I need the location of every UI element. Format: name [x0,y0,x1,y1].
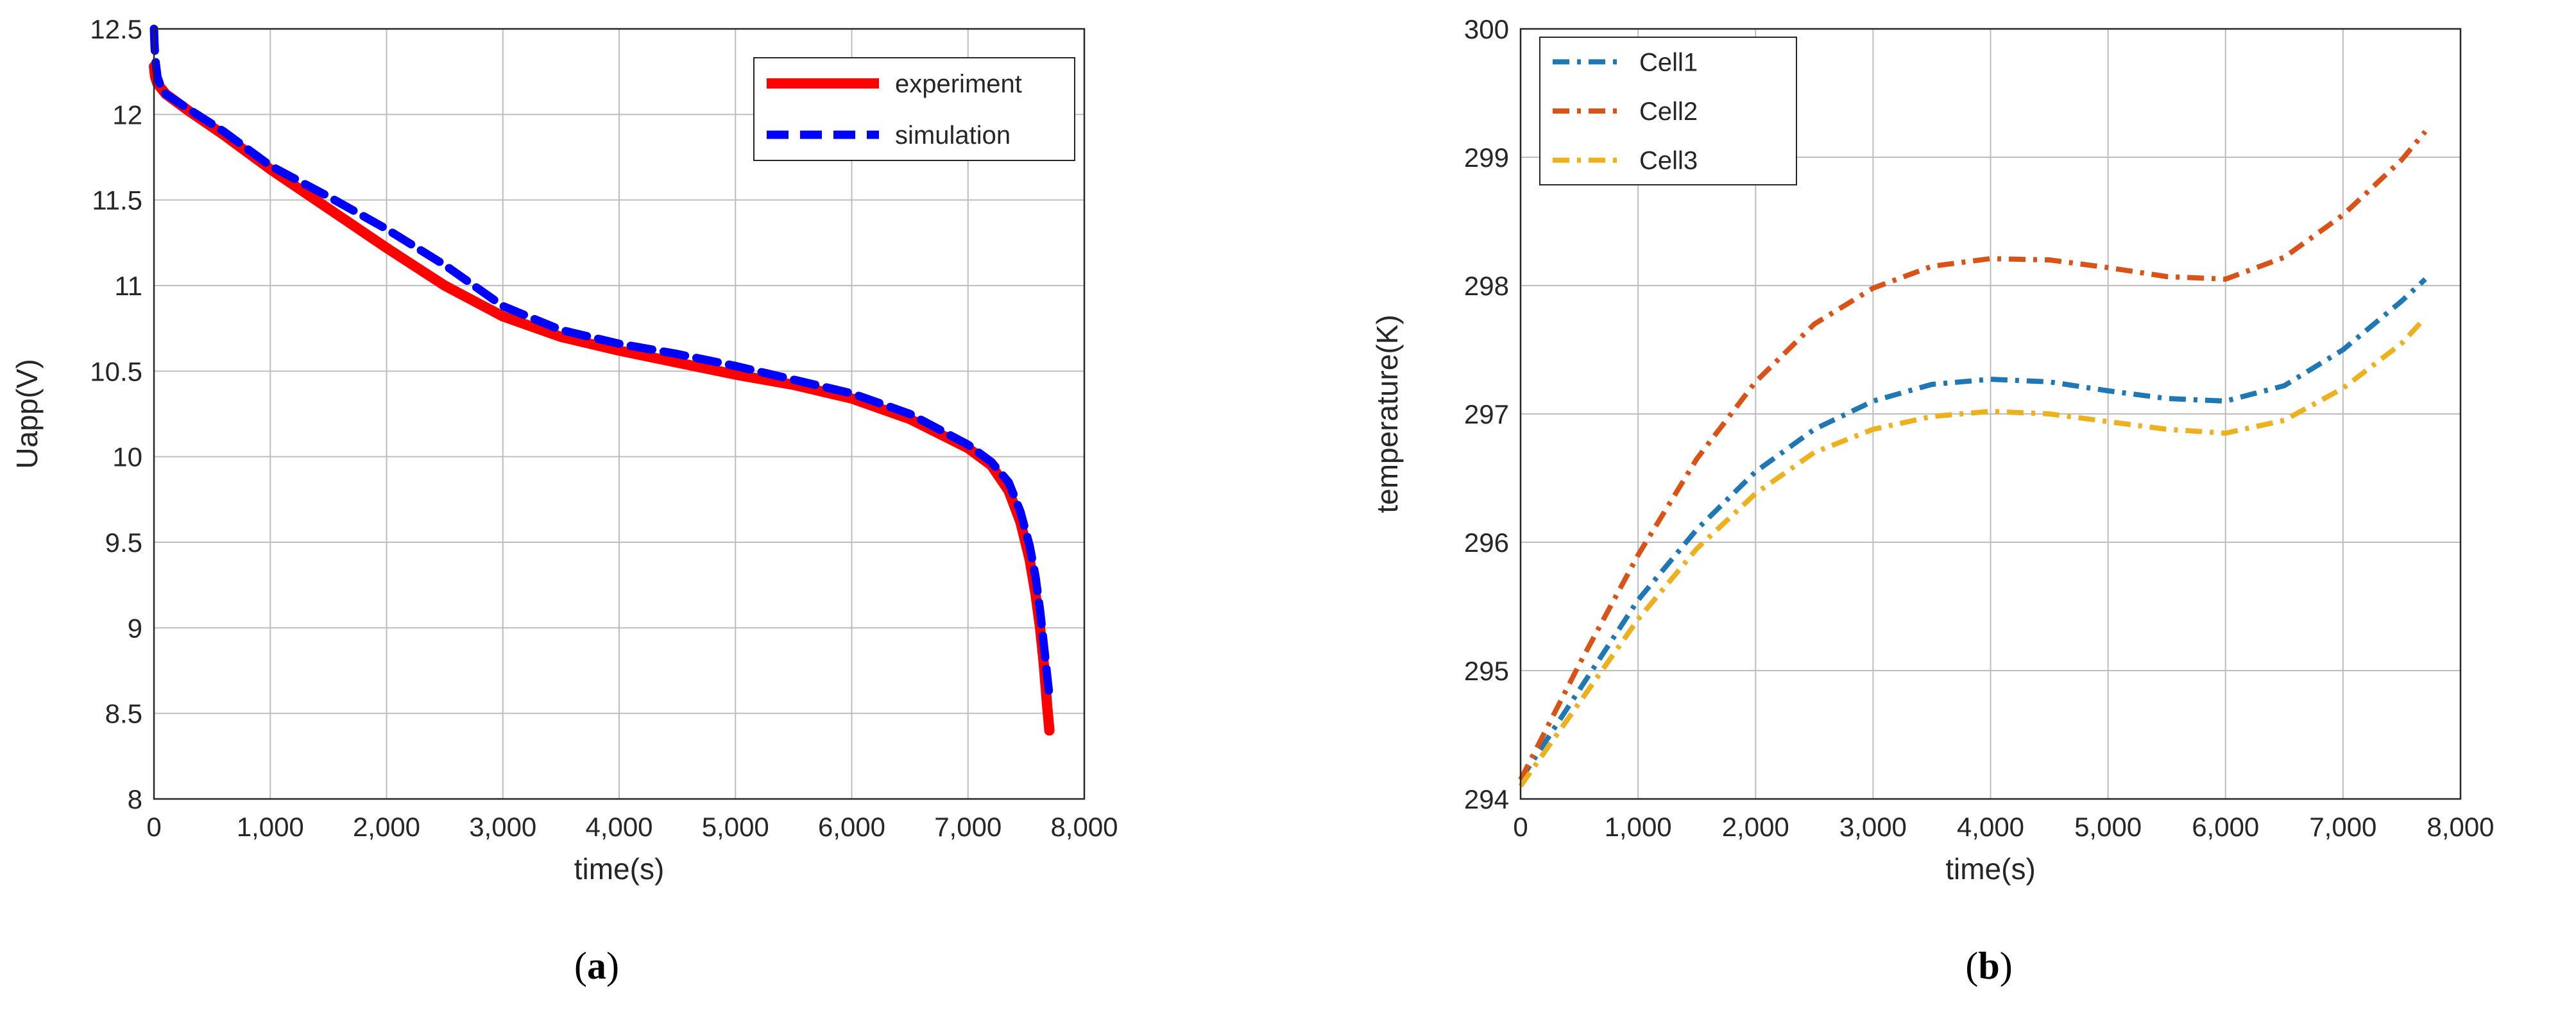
x-axis-label-a: time(s) [574,852,665,886]
x-tick-label: 3,000 [469,812,536,842]
legend-box [1539,37,1797,185]
x-tick-label: 4,000 [1957,812,2024,842]
y-tick-label: 10.5 [90,356,142,386]
y-tick-label: 11.5 [92,185,142,216]
x-tick-label: 1,000 [1605,812,1672,842]
legend-b: Cell1 Cell2 Cell3 [1539,37,1797,185]
x-tick-label: 2,000 [353,812,420,842]
panel-label-a: (a) [574,945,619,987]
panel-label-a-letter: a [587,945,606,987]
x-tick-label: 8,000 [2427,812,2494,842]
y-tick-label: 295 [1464,656,1509,686]
series-group-a [149,24,1055,736]
series-group-b [1518,130,2428,788]
y-tick-label: 8.5 [105,699,142,729]
legend-a: experiment simulation [753,57,1075,161]
legend-label-experiment: experiment [895,70,1022,98]
x-tick-label: 2,000 [1722,812,1789,842]
legend-label-simulation: simulation [895,121,1011,150]
y-tick-label: 8 [128,784,142,814]
y-axis-label-a: Uapp(V) [10,359,44,468]
plot-frame-a [153,28,1086,800]
panel-label-b-letter: b [1978,945,1999,987]
y-axis-label-b: temperature(K) [1370,314,1404,513]
y-tick-label: 9.5 [105,527,142,558]
x-tick-label: 8,000 [1050,812,1118,842]
y-tick-label: 299 [1464,142,1509,173]
x-tick-label: 1,000 [237,812,304,842]
legend-label-cell1: Cell1 [1639,48,1698,76]
x-tick-label: 4,000 [585,812,653,842]
x-tick-label: 5,000 [2074,812,2142,842]
x-axis-label-b: time(s) [1945,852,2036,886]
y-tick-label: 10 [112,442,142,472]
y-tick-label: 298 [1464,271,1509,301]
x-tick-label: 0 [146,812,161,842]
series-line-cell2 [1518,130,2428,781]
plot-frame-b [1519,28,2462,800]
chart-b: 0 1,000 2,000 3,000 4,000 5,000 6,000 7,000 8,00… [1370,14,2495,987]
ticks-b: 0 1,000 2,000 3,000 4,000 5,000 6,000 7,000 8,00… [1464,14,2495,842]
x-tick-label: 6,000 [818,812,885,842]
legend-box [753,57,1075,161]
y-tick-label: 296 [1464,527,1509,558]
y-tick-label: 297 [1464,399,1509,429]
y-tick-label: 9 [128,613,142,643]
y-tick-label: 12 [112,99,142,130]
x-tick-label: 3,000 [1839,812,1907,842]
chart-a: 0 1,000 2,000 3,000 4,000 5,000 6,000 7,000 8,00… [10,14,1118,987]
y-tick-label: 12.5 [90,14,142,44]
x-tick-label: 0 [1513,812,1528,842]
legend-label-cell3: Cell3 [1639,147,1698,175]
y-tick-label: 300 [1464,14,1509,44]
y-tick-label: 11 [114,271,142,301]
y-tick-label: 294 [1464,784,1509,814]
series-line-cell3 [1518,316,2428,788]
panel-label-b: (b) [1965,945,2012,987]
x-tick-label: 5,000 [702,812,769,842]
ticks-a: 0 1,000 2,000 3,000 4,000 5,000 6,000 7,000 8,00… [90,14,1118,842]
legend-label-cell2: Cell2 [1639,98,1698,126]
x-tick-label: 7,000 [934,812,1002,842]
x-tick-label: 7,000 [2309,812,2376,842]
x-tick-label: 6,000 [2192,812,2259,842]
series-line-simulation [149,24,1054,701]
